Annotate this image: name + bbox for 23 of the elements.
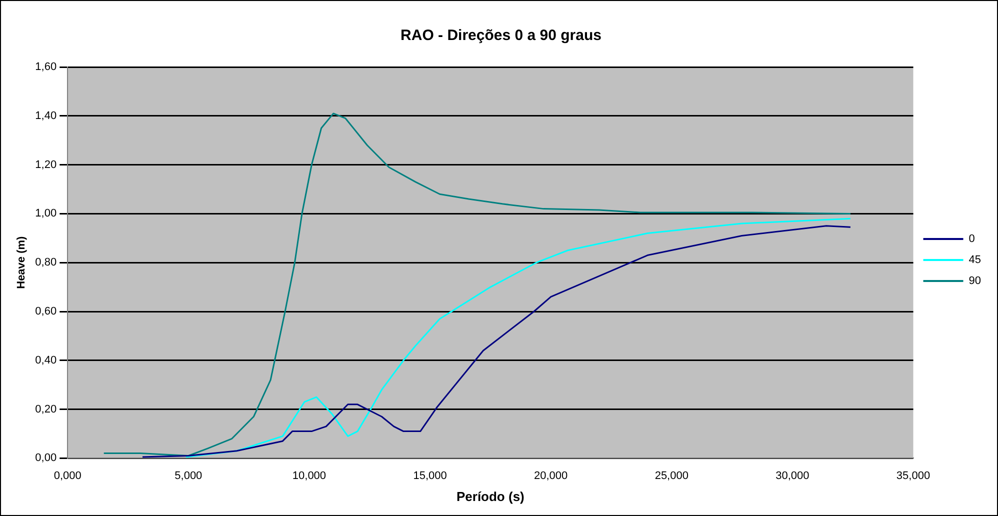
x-tick-label: 25,000 (654, 470, 688, 482)
x-tick-label: 10,000 (292, 470, 326, 482)
legend-label: 0 (968, 233, 975, 246)
x-tick-label: 30,000 (776, 470, 810, 482)
x-axis-title: Período (s) (456, 488, 524, 504)
x-tick-label: 15,000 (413, 470, 447, 482)
x-tick-label: 20,000 (534, 470, 568, 482)
y-tick-label: 1,20 (35, 158, 57, 171)
y-tick-label: 0,00 (35, 452, 57, 464)
legend-label: 90 (968, 275, 982, 288)
y-tick-label: 0,40 (35, 354, 57, 366)
x-tick-label: 35,000 (896, 470, 930, 482)
y-tick-label: 1,40 (35, 110, 57, 122)
x-tick-label: 5,000 (174, 470, 202, 482)
y-tick-label: 1,00 (35, 208, 57, 220)
y-tick-label: 0,80 (35, 256, 57, 269)
y-tick-label: 1,60 (35, 61, 57, 74)
y-tick-label: 0,20 (35, 403, 57, 416)
x-tick-label: 0,000 (54, 470, 82, 482)
y-axis-title: Heave (m) (16, 236, 28, 289)
legend-label: 45 (968, 254, 982, 266)
chart-title: RAO - Direções 0 a 90 graus (400, 27, 602, 44)
y-tick-label: 0,60 (35, 306, 57, 318)
